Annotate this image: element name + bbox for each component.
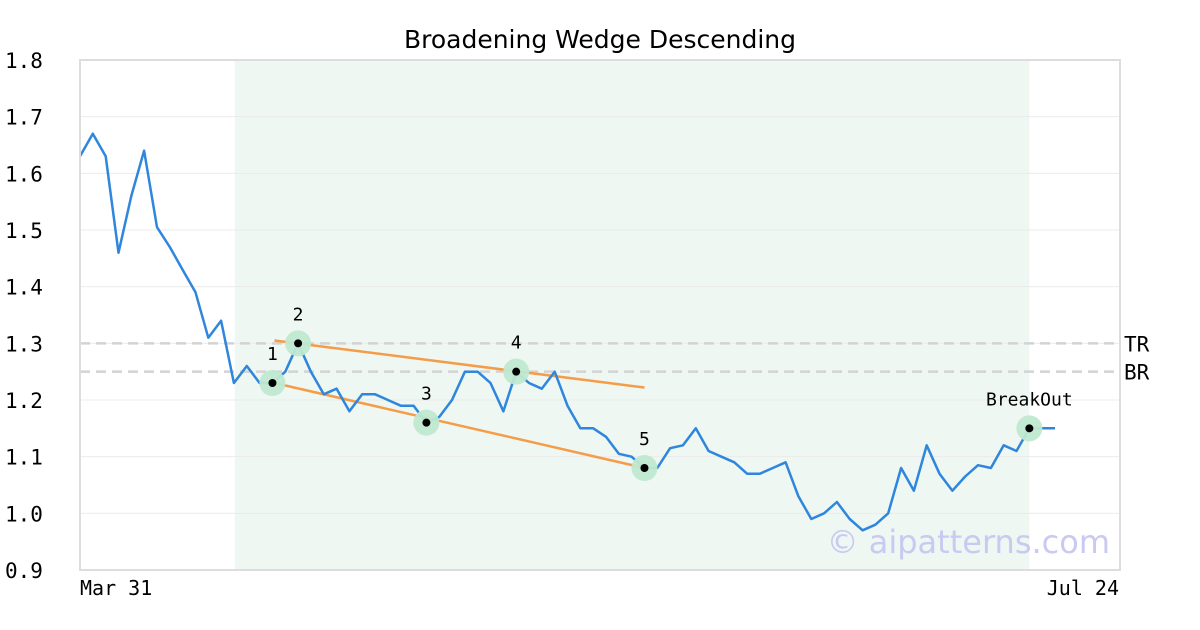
pivot-label: BreakOut xyxy=(986,389,1073,410)
y-tick-label: 1.8 xyxy=(5,49,43,73)
y-tick-label: 1.1 xyxy=(5,446,43,470)
y-axis-ticks: 0.9 1.0 1.1 1.2 1.3 1.4 1.5 1.6 1.7 1.8 xyxy=(5,49,43,583)
x-tick-label: Mar 31 xyxy=(80,576,152,600)
pivot-dot xyxy=(268,379,277,387)
y-tick-label: 1.3 xyxy=(5,332,43,356)
y-tick-label: 1.5 xyxy=(5,219,43,243)
series-line xyxy=(78,132,1055,532)
pivot-label: 5 xyxy=(639,429,650,450)
y-tick-label: 0.9 xyxy=(5,559,43,583)
pivot-label: 2 xyxy=(293,304,304,325)
pivot-dot xyxy=(1025,424,1034,433)
pattern-region xyxy=(234,60,1030,570)
watermark: © aipatterns.com xyxy=(827,523,1110,561)
watermark-group: © aipatterns.com xyxy=(827,523,1110,561)
pivot-dot xyxy=(512,367,521,376)
y-tick-label: 1.7 xyxy=(5,106,43,130)
y-tick-label: 1.2 xyxy=(5,389,43,413)
level-lines: TR BR xyxy=(80,332,1150,385)
pivot-label: 4 xyxy=(511,333,522,354)
price-series xyxy=(78,132,1055,532)
trendline xyxy=(274,381,645,470)
y-tick-label: 1.4 xyxy=(5,276,43,300)
y-tick-label: 1.0 xyxy=(5,502,43,526)
trendlines xyxy=(274,339,645,470)
x-axis-ticks: Mar 31 Jul 24 xyxy=(80,576,1119,600)
y-tick-label: 1.6 xyxy=(5,162,43,186)
plot-frame xyxy=(79,59,1121,571)
pivot-dot xyxy=(422,418,431,427)
pattern-region-fill xyxy=(234,60,1030,570)
level-label: BR xyxy=(1124,361,1150,385)
pivot-label: 3 xyxy=(421,384,432,405)
chart-title: Broadening Wedge Descending xyxy=(404,25,796,54)
pivot-label: 1 xyxy=(267,344,278,365)
pivot-dot xyxy=(640,464,649,472)
pivot-markers: 12 3 4 5 BreakOut xyxy=(259,304,1073,481)
x-tick-label: Jul 24 xyxy=(1047,576,1119,600)
trendline xyxy=(274,339,645,389)
level-label: TR xyxy=(1124,332,1150,356)
pivot-dot xyxy=(294,339,303,348)
